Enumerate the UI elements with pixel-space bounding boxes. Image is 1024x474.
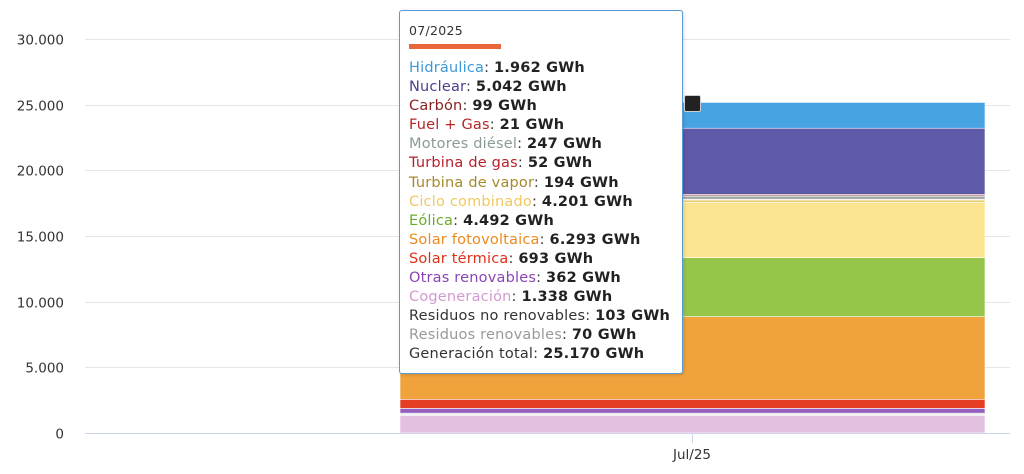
tooltip-row-label: Eólica (409, 212, 454, 229)
y-tick-label: 0 (55, 427, 64, 443)
tooltip-row: Ciclo combinado: 4.201 GWh (409, 193, 682, 212)
tooltip-row: Hidráulica: 1.962 GWh (409, 59, 682, 78)
tooltip-row-label: Nuclear (409, 79, 466, 96)
y-tick-label: 5.000 (25, 361, 64, 377)
tooltip-row-label: Solar térmica (409, 250, 509, 267)
tooltip-row: Cogeneración: 1.338 GWh (409, 288, 682, 307)
tooltip-row-separator: : (533, 174, 544, 191)
tooltip-row: Eólica: 4.492 GWh (409, 212, 682, 231)
tooltip-row-value: 1.962 GWh (494, 60, 585, 76)
tooltip-row-value: 99 GWh (472, 98, 537, 115)
tooltip-row-separator: : (484, 60, 494, 76)
tooltip-row-separator: : (453, 212, 464, 229)
tooltip-row-value: 21 GWh (499, 117, 565, 134)
tooltip-row-value: 4.201 GWh (541, 193, 633, 210)
tooltip-row-value: 693 GWh (518, 250, 594, 267)
tooltip-row-separator: : (532, 193, 542, 210)
tooltip-row-label: Ciclo combinado (409, 193, 532, 210)
bar-segment-cogeneraci-n[interactable] (399, 415, 986, 434)
tooltip-title: 07/2025 (409, 23, 464, 38)
tooltip-row-value: 4.492 GWh (463, 212, 554, 229)
y-tick-label: 15.000 (17, 230, 64, 246)
tooltip-row: Motores diésel: 247 GWh (409, 135, 682, 154)
y-tick-label: 10.000 (17, 296, 64, 312)
y-tick-label: 25.000 (17, 99, 64, 115)
tooltip-row-separator: : (508, 250, 519, 267)
tooltip-row-separator: : (561, 327, 572, 344)
tooltip-row-value: 103 GWh (595, 308, 671, 325)
tooltip-row-separator: : (533, 346, 544, 363)
tooltip-row: Residuos no renovables: 103 GWh (409, 307, 682, 326)
tooltip-row-separator: : (536, 270, 547, 287)
tooltip-row-label: Residuos no renovables (409, 308, 586, 325)
tooltip-row-separator: : (539, 231, 550, 248)
tooltip-row-value: 247 GWh (527, 136, 602, 153)
bar-segment-otras-renovables[interactable] (399, 408, 986, 414)
tooltip-row-separator: : (462, 98, 473, 115)
tooltip-row-value: 25.170 GWh (543, 346, 645, 363)
tooltip-rows: Hidráulica: 1.962 GWh Nuclear: 5.042 GWh C… (409, 59, 682, 365)
tooltip-row-value: 362 GWh (546, 270, 621, 287)
tooltip-row-label: Generación total (409, 346, 534, 363)
y-tick-label: 30.000 (17, 33, 64, 49)
tooltip-row: Solar térmica: 693 GWh (409, 250, 682, 269)
tooltip-row-label: Hidráulica (409, 60, 485, 76)
tooltip: 07/2025 Hidráulica: 1.962 GWh Nuclear: 5.… (399, 10, 683, 374)
tooltip-row-label: Carbón (409, 98, 463, 115)
tooltip-row-value: 52 GWh (527, 155, 593, 172)
tooltip-row-label: Solar fotovoltaica (409, 231, 540, 248)
tooltip-row-separator: : (489, 117, 500, 134)
tooltip-row-value: 70 GWh (571, 327, 637, 344)
tooltip-row-label: Turbina de gas (409, 155, 518, 172)
tooltip-row-value: 194 GWh (543, 174, 619, 191)
tooltip-row: Generación total: 25.170 GWh (409, 345, 682, 364)
tooltip-row-label: Fuel + Gas (409, 117, 490, 134)
tooltip-row: Residuos renovables: 70 GWh (409, 326, 682, 345)
x-tick-label: Jul/25 (672, 447, 711, 463)
tooltip-row-label: Residuos renovables (409, 327, 562, 344)
tooltip-row: Carbón: 99 GWh (409, 97, 682, 116)
tooltip-row-separator: : (465, 79, 476, 96)
tooltip-row-label: Otras renovables (409, 270, 537, 287)
tooltip-accent-bar (409, 44, 501, 49)
y-axis-ticks: 0 5.000 10.000 15.000 20.000 25.000 30.000 (17, 33, 64, 443)
tooltip-row-separator: : (511, 289, 522, 306)
tooltip-row: Fuel + Gas: 21 GWh (409, 116, 682, 135)
tooltip-row: Solar fotovoltaica: 6.293 GWh (409, 231, 682, 250)
tooltip-row-value: 6.293 GWh (549, 231, 641, 248)
tooltip-row: Turbina de gas: 52 GWh (409, 154, 682, 173)
tooltip-row-label: Motores diésel (409, 136, 518, 153)
tooltip-row-label: Turbina de vapor (409, 174, 534, 191)
hover-marker-icon (684, 95, 701, 112)
tooltip-row-value: 1.338 GWh (521, 289, 613, 306)
tooltip-row-separator: : (517, 136, 528, 153)
tooltip-row: Otras renovables: 362 GWh (409, 269, 682, 288)
tooltip-row-label: Cogeneración (409, 289, 512, 306)
tooltip-row: Nuclear: 5.042 GWh (409, 78, 682, 97)
tooltip-row-separator: : (517, 155, 528, 172)
tooltip-row-separator: : (585, 308, 596, 325)
tooltip-row: Turbina de vapor: 194 GWh (409, 174, 682, 193)
y-tick-label: 20.000 (17, 164, 64, 180)
tooltip-row-value: 5.042 GWh (475, 79, 567, 96)
bar-segment-solar-t-rmica[interactable] (399, 398, 986, 409)
